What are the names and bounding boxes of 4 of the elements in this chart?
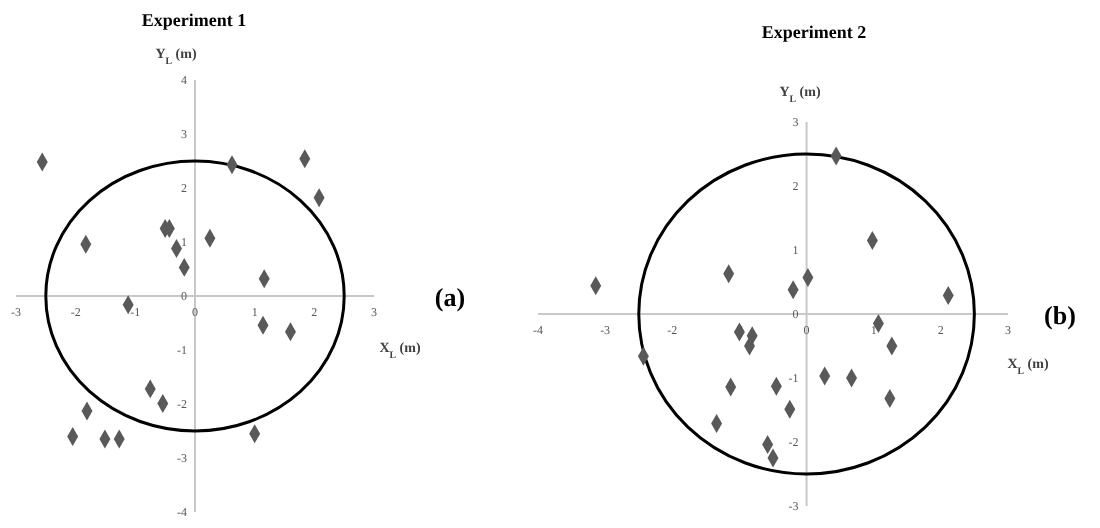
chart-title: Experiment 1 [141,10,248,30]
text: (b) [1044,300,1076,330]
chart-title: Experiment 2 [761,22,868,42]
text: (a) [434,282,466,312]
